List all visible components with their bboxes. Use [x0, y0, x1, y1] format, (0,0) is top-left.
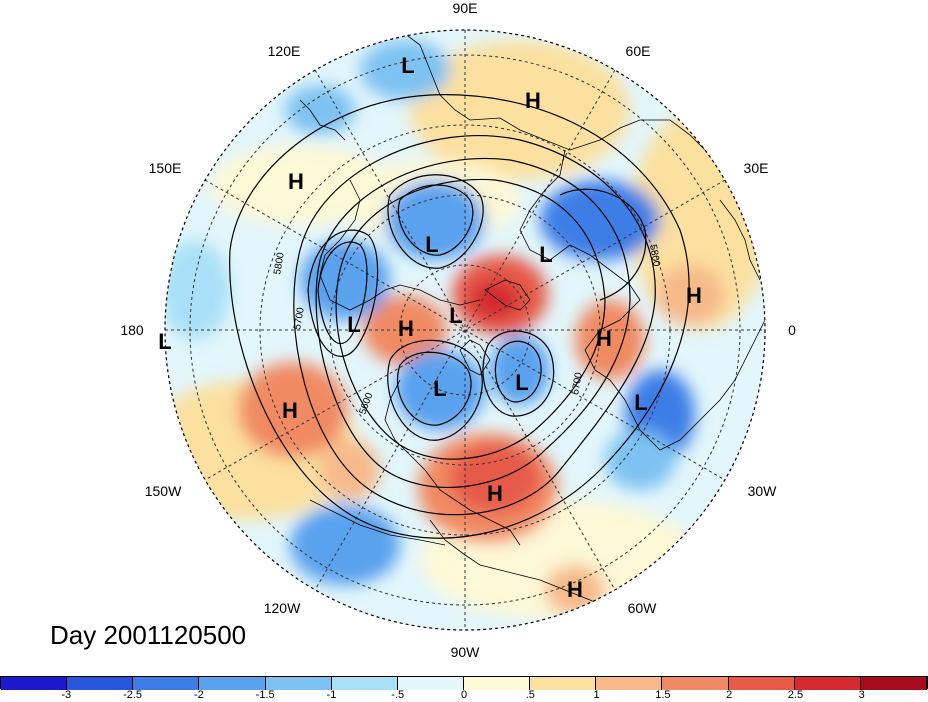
- lon-label-60w: 60W: [627, 600, 657, 616]
- colorbar-tick-label: -2.5: [123, 689, 143, 701]
- lon-label-30w: 30W: [747, 483, 777, 499]
- pressure-system-low: L: [433, 376, 447, 401]
- pressure-system-low: L: [449, 303, 463, 328]
- colorbar-swatch: [463, 677, 531, 690]
- colorbar-swatch: [133, 677, 200, 690]
- pressure-system-low: L: [425, 232, 439, 257]
- lon-label-180: 180: [120, 322, 144, 338]
- lon-label-0: 0: [788, 322, 796, 338]
- day-title: Day 2001120500: [50, 620, 247, 650]
- lon-label-120e: 120E: [267, 43, 301, 59]
- pressure-system-high: H: [398, 316, 414, 341]
- lon-label-150w: 150W: [144, 483, 182, 499]
- coastlines: [299, 30, 765, 611]
- colorbar-swatch: [199, 677, 266, 690]
- colorbar-tick-label: 2: [726, 689, 733, 701]
- pressure-system-high: H: [282, 398, 298, 423]
- pressure-system-low: L: [347, 312, 361, 337]
- pressure-system-high: H: [686, 283, 702, 308]
- colorbar-swatch: [662, 677, 729, 690]
- colorbar-swatch: [1, 677, 68, 690]
- colorbar: [0, 676, 928, 690]
- pressure-system-low: L: [401, 53, 415, 78]
- colorbar-swatch: [596, 677, 663, 690]
- contour-labels: 5800 5700 5600 5700 5800: [272, 244, 662, 416]
- colorbar-tick-label: 0: [460, 689, 468, 701]
- pressure-system-low: L: [539, 242, 553, 267]
- pressure-system-low: L: [515, 370, 529, 395]
- lon-label-90w: 90W: [450, 644, 480, 660]
- colorbar-tick-label: 1.5: [655, 689, 671, 701]
- pressure-system-high: H: [567, 577, 583, 602]
- colorbar-swatch: [728, 677, 795, 690]
- lon-label-60e: 60E: [625, 43, 651, 59]
- map-boundary: [164, 29, 766, 631]
- lon-label-150e: 150E: [148, 160, 182, 176]
- pressure-system-low: L: [634, 390, 648, 415]
- pressure-system-high: H: [487, 481, 503, 506]
- colorbar-tick-label: -1.5: [255, 689, 275, 701]
- height-contours: [229, 94, 690, 539]
- colorbar-tick-label: 1: [593, 689, 600, 701]
- pressure-system-high: H: [596, 326, 612, 351]
- colorbar-swatch: [397, 677, 464, 690]
- colorbar-swatch: [331, 677, 398, 690]
- colorbar-tick-label: -2: [193, 689, 204, 701]
- lon-label-90e: 90E: [452, 0, 478, 16]
- colorbar-tick-label: 3: [858, 689, 865, 701]
- colorbar-tick-label: 2.5: [787, 689, 804, 701]
- colorbar-swatch: [265, 677, 332, 690]
- lon-label-30e: 30E: [743, 160, 769, 176]
- pressure-system-low: L: [158, 329, 172, 354]
- contour-label-5700-a: 5700: [292, 306, 307, 330]
- pressure-system-high: H: [525, 88, 541, 113]
- colorbar-tick-label: -.5: [391, 689, 405, 701]
- colorbar-swatch: [530, 677, 597, 690]
- contour-label-5800-b: 5800: [647, 244, 662, 268]
- lon-label-120w: 120W: [263, 600, 301, 616]
- graticule: [165, 30, 765, 630]
- contour-label-5700-b: 5700: [570, 371, 585, 395]
- contour-label-5800-a: 5800: [272, 251, 287, 275]
- colorbar-tick-label: .5: [525, 689, 535, 701]
- colorbar-swatch: [67, 677, 134, 690]
- colorbar-tick-label: -3: [61, 689, 72, 701]
- colorbar-tick-label: -1: [326, 689, 337, 701]
- pressure-system-high: H: [288, 169, 304, 194]
- colorbar-swatch: [794, 677, 861, 690]
- colorbar-swatch: [860, 677, 927, 690]
